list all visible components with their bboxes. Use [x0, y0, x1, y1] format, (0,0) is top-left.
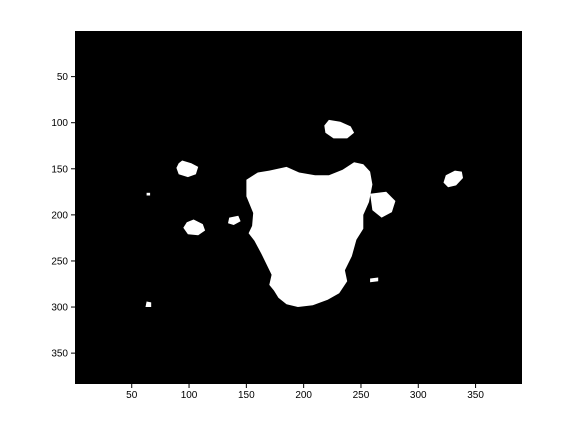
- right-side-fragment: [370, 191, 396, 218]
- y-tick-label: 200: [51, 210, 68, 221]
- left-lower-blob: [183, 219, 206, 236]
- x-tick-label: 300: [410, 390, 427, 401]
- y-tick-label: 350: [51, 349, 68, 360]
- left-upper-blob: [176, 160, 199, 178]
- y-tick-label: 150: [51, 164, 68, 175]
- x-tick-label: 150: [238, 390, 255, 401]
- x-axis-ticks: 50 100 150 200 250 300 350: [126, 384, 484, 401]
- top-blob: [324, 119, 355, 139]
- y-axis-ticks: 50 100 150 200 250 300 350: [51, 72, 75, 360]
- x-tick-label: 50: [126, 390, 138, 401]
- y-tick-label: 300: [51, 303, 68, 314]
- right-blob: [443, 170, 463, 188]
- x-tick-label: 250: [353, 390, 370, 401]
- x-tick-label: 350: [467, 390, 484, 401]
- x-tick-label: 200: [295, 390, 312, 401]
- y-tick-label: 100: [51, 118, 68, 129]
- segmentation-mask: [145, 119, 463, 307]
- small-speck-left: [146, 192, 151, 196]
- image-axes: 50 100 150 200 250 300 350 50 100 150 200 250 300 35…: [51, 31, 522, 401]
- main-blob: [246, 162, 373, 307]
- y-tick-label: 50: [57, 72, 69, 83]
- x-tick-label: 100: [181, 390, 198, 401]
- small-left-blob: [228, 215, 241, 225]
- small-speck-bottom-left: [145, 301, 152, 307]
- small-speck-right: [370, 277, 379, 283]
- y-tick-label: 250: [51, 256, 68, 267]
